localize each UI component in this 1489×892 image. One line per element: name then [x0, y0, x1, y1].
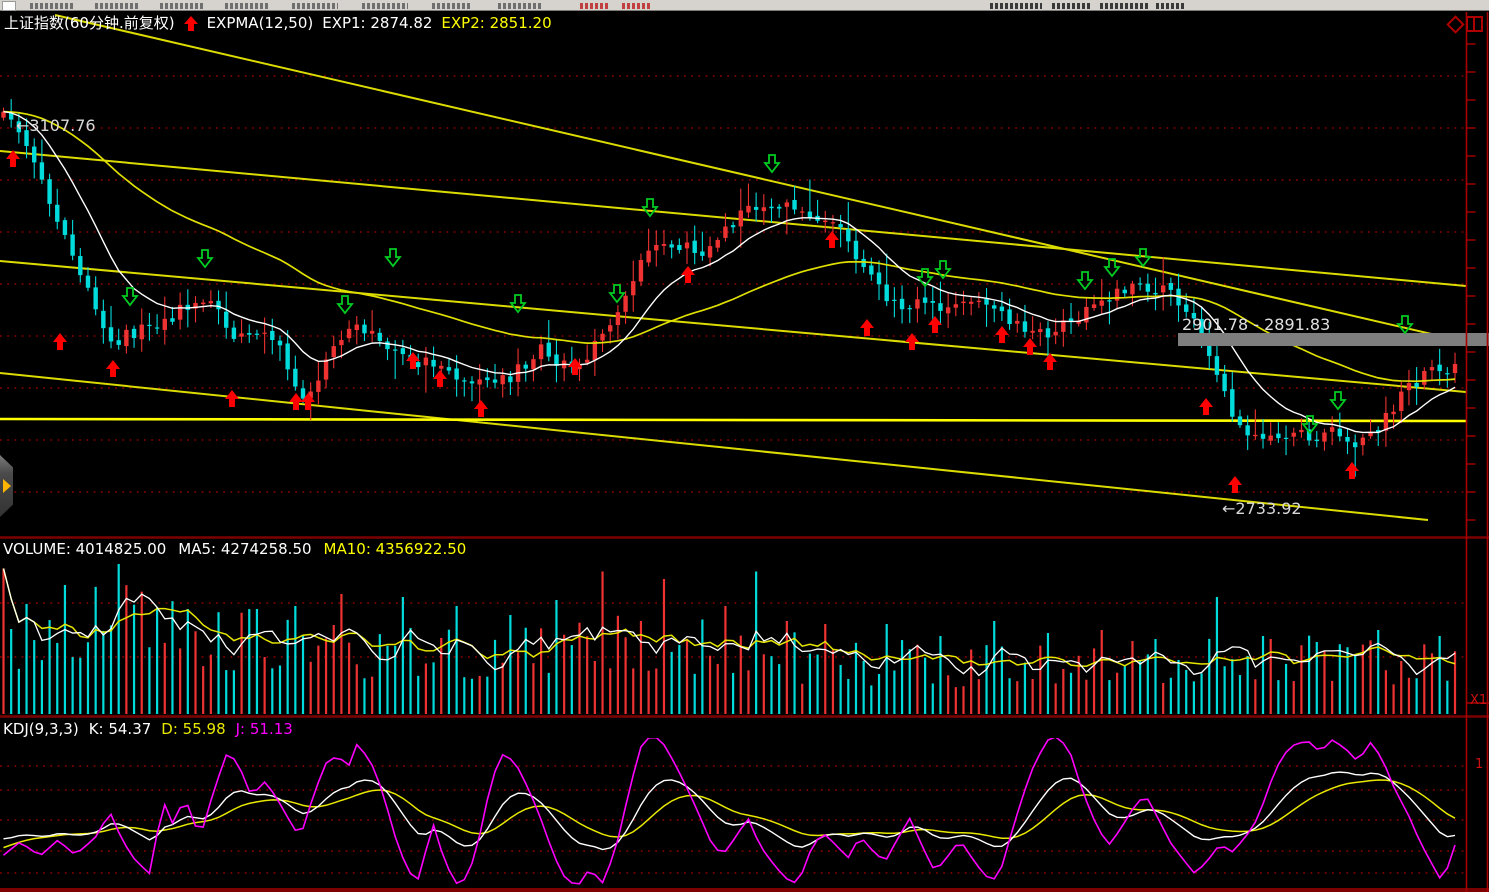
buy-arrow-icon — [225, 390, 239, 407]
kdj-name: KDJ(9,3,3) — [3, 720, 79, 738]
menu-corner-icon[interactable] — [2, 1, 16, 11]
menu-text-fragment — [432, 3, 470, 9]
menu-text-fragment — [30, 3, 74, 9]
buy-arrow-icon — [1345, 462, 1359, 479]
sell-arrow-icon — [1103, 258, 1121, 278]
volume-ma-lines — [2, 568, 1456, 677]
candlesticks[interactable] — [1, 99, 1458, 477]
kdj-j-value: J: 51.13 — [235, 720, 293, 738]
buy-arrow-icon — [289, 393, 303, 410]
current-price-band — [1178, 333, 1489, 346]
kdj-panel-title: KDJ(9,3,3) K: 54.37 D: 55.98 J: 51.13 — [3, 721, 293, 738]
sell-arrow-icon — [196, 249, 214, 269]
buy-arrow-icon — [301, 393, 315, 410]
left-panel-toggle[interactable] — [0, 455, 13, 517]
expma-lines — [3, 110, 1456, 434]
menu-text-fragment — [990, 3, 1042, 9]
sell-arrow-icon — [121, 287, 139, 307]
buy-arrow-icon — [568, 358, 582, 375]
menu-text-fragment — [1156, 3, 1184, 9]
symbol-title: 上证指数(60分钟.前复权) — [4, 14, 175, 32]
volume-panel-title: VOLUME: 4014825.00 MA5: 4274258.50 MA10:… — [3, 541, 466, 558]
sell-arrow-icon — [1301, 415, 1319, 435]
grid-lines — [0, 75, 1466, 874]
buy-arrow-icon — [406, 352, 420, 369]
axis-multiplier-label: X1 — [1470, 693, 1488, 708]
expand-arrow-icon — [3, 479, 11, 493]
buy-arrow-icon — [1043, 353, 1057, 370]
menu-text-fragment — [1100, 3, 1148, 9]
buy-arrow-icon — [860, 319, 874, 336]
expma-up-arrow-icon — [183, 15, 198, 31]
sell-arrow-icon — [384, 248, 402, 268]
buy-arrow-icon — [928, 316, 942, 333]
buy-arrow-icon — [905, 333, 919, 350]
menu-text-fragment — [580, 3, 610, 9]
signal-arrows — [6, 150, 1414, 493]
volume-ma5-value: MA5: 4274258.50 — [178, 540, 312, 558]
sell-arrow-icon — [641, 198, 659, 218]
window-split-icon[interactable] — [1466, 16, 1483, 32]
sell-arrow-icon — [763, 154, 781, 174]
kdj-d-value: D: 55.98 — [161, 720, 226, 738]
sell-arrow-icon — [916, 268, 934, 288]
sell-arrow-icon — [1076, 271, 1094, 291]
buy-arrow-icon — [6, 150, 20, 167]
sell-arrow-icon — [608, 284, 626, 304]
menu-text-fragment — [95, 3, 139, 9]
exp2-value: EXP2: 2851.20 — [441, 14, 552, 32]
menu-text-fragment — [622, 3, 652, 9]
volume-bars[interactable] — [2, 564, 1457, 714]
menu-text-fragment — [498, 3, 542, 9]
sell-arrow-icon — [934, 260, 952, 280]
buy-arrow-icon — [106, 360, 120, 377]
buy-arrow-icon — [1228, 476, 1242, 493]
sell-arrow-icon — [1329, 391, 1347, 411]
sell-arrow-icon — [1396, 315, 1414, 335]
buy-arrow-icon — [474, 400, 488, 417]
buy-arrow-icon — [681, 266, 695, 283]
menu-text-fragment — [292, 3, 338, 9]
buy-arrow-icon — [825, 231, 839, 248]
volume-value: VOLUME: 4014825.00 — [3, 540, 167, 558]
indicator-label: EXPMA(12,50) — [206, 14, 314, 32]
buy-arrow-icon — [53, 333, 67, 350]
sell-arrow-icon — [509, 294, 527, 314]
trendlines — [0, 14, 1467, 521]
session-high-label: ←3107.76 — [16, 116, 96, 135]
buy-arrow-icon — [995, 326, 1009, 343]
sell-arrow-icon — [1134, 248, 1152, 268]
volume-ma10-value: MA10: 4356922.50 — [323, 540, 467, 558]
menu-text-fragment — [225, 3, 269, 9]
kdj-k-value: K: 54.37 — [88, 720, 152, 738]
axis-and-borders — [0, 12, 1489, 892]
buy-arrow-icon — [1023, 338, 1037, 355]
menu-text-fragment — [362, 3, 408, 9]
current-price-band-label: 2901.78 - 2891.83 — [1182, 315, 1331, 334]
buy-arrow-icon — [433, 370, 447, 387]
exp1-value: EXP1: 2874.82 — [322, 14, 433, 32]
buy-arrow-icon — [1199, 398, 1213, 415]
axis-partial-label: 1 — [1475, 757, 1484, 772]
main-chart-title: 上证指数(60分钟.前复权) EXPMA(12,50) EXP1: 2874.8… — [4, 15, 552, 32]
sell-arrow-icon — [336, 295, 354, 315]
kdj-lines[interactable] — [3, 737, 1456, 885]
session-low-label: ←2733.92 — [1222, 499, 1302, 518]
menu-text-fragment — [160, 3, 204, 9]
top-menu-bar[interactable] — [0, 0, 1489, 11]
menu-text-fragment — [1052, 3, 1092, 9]
